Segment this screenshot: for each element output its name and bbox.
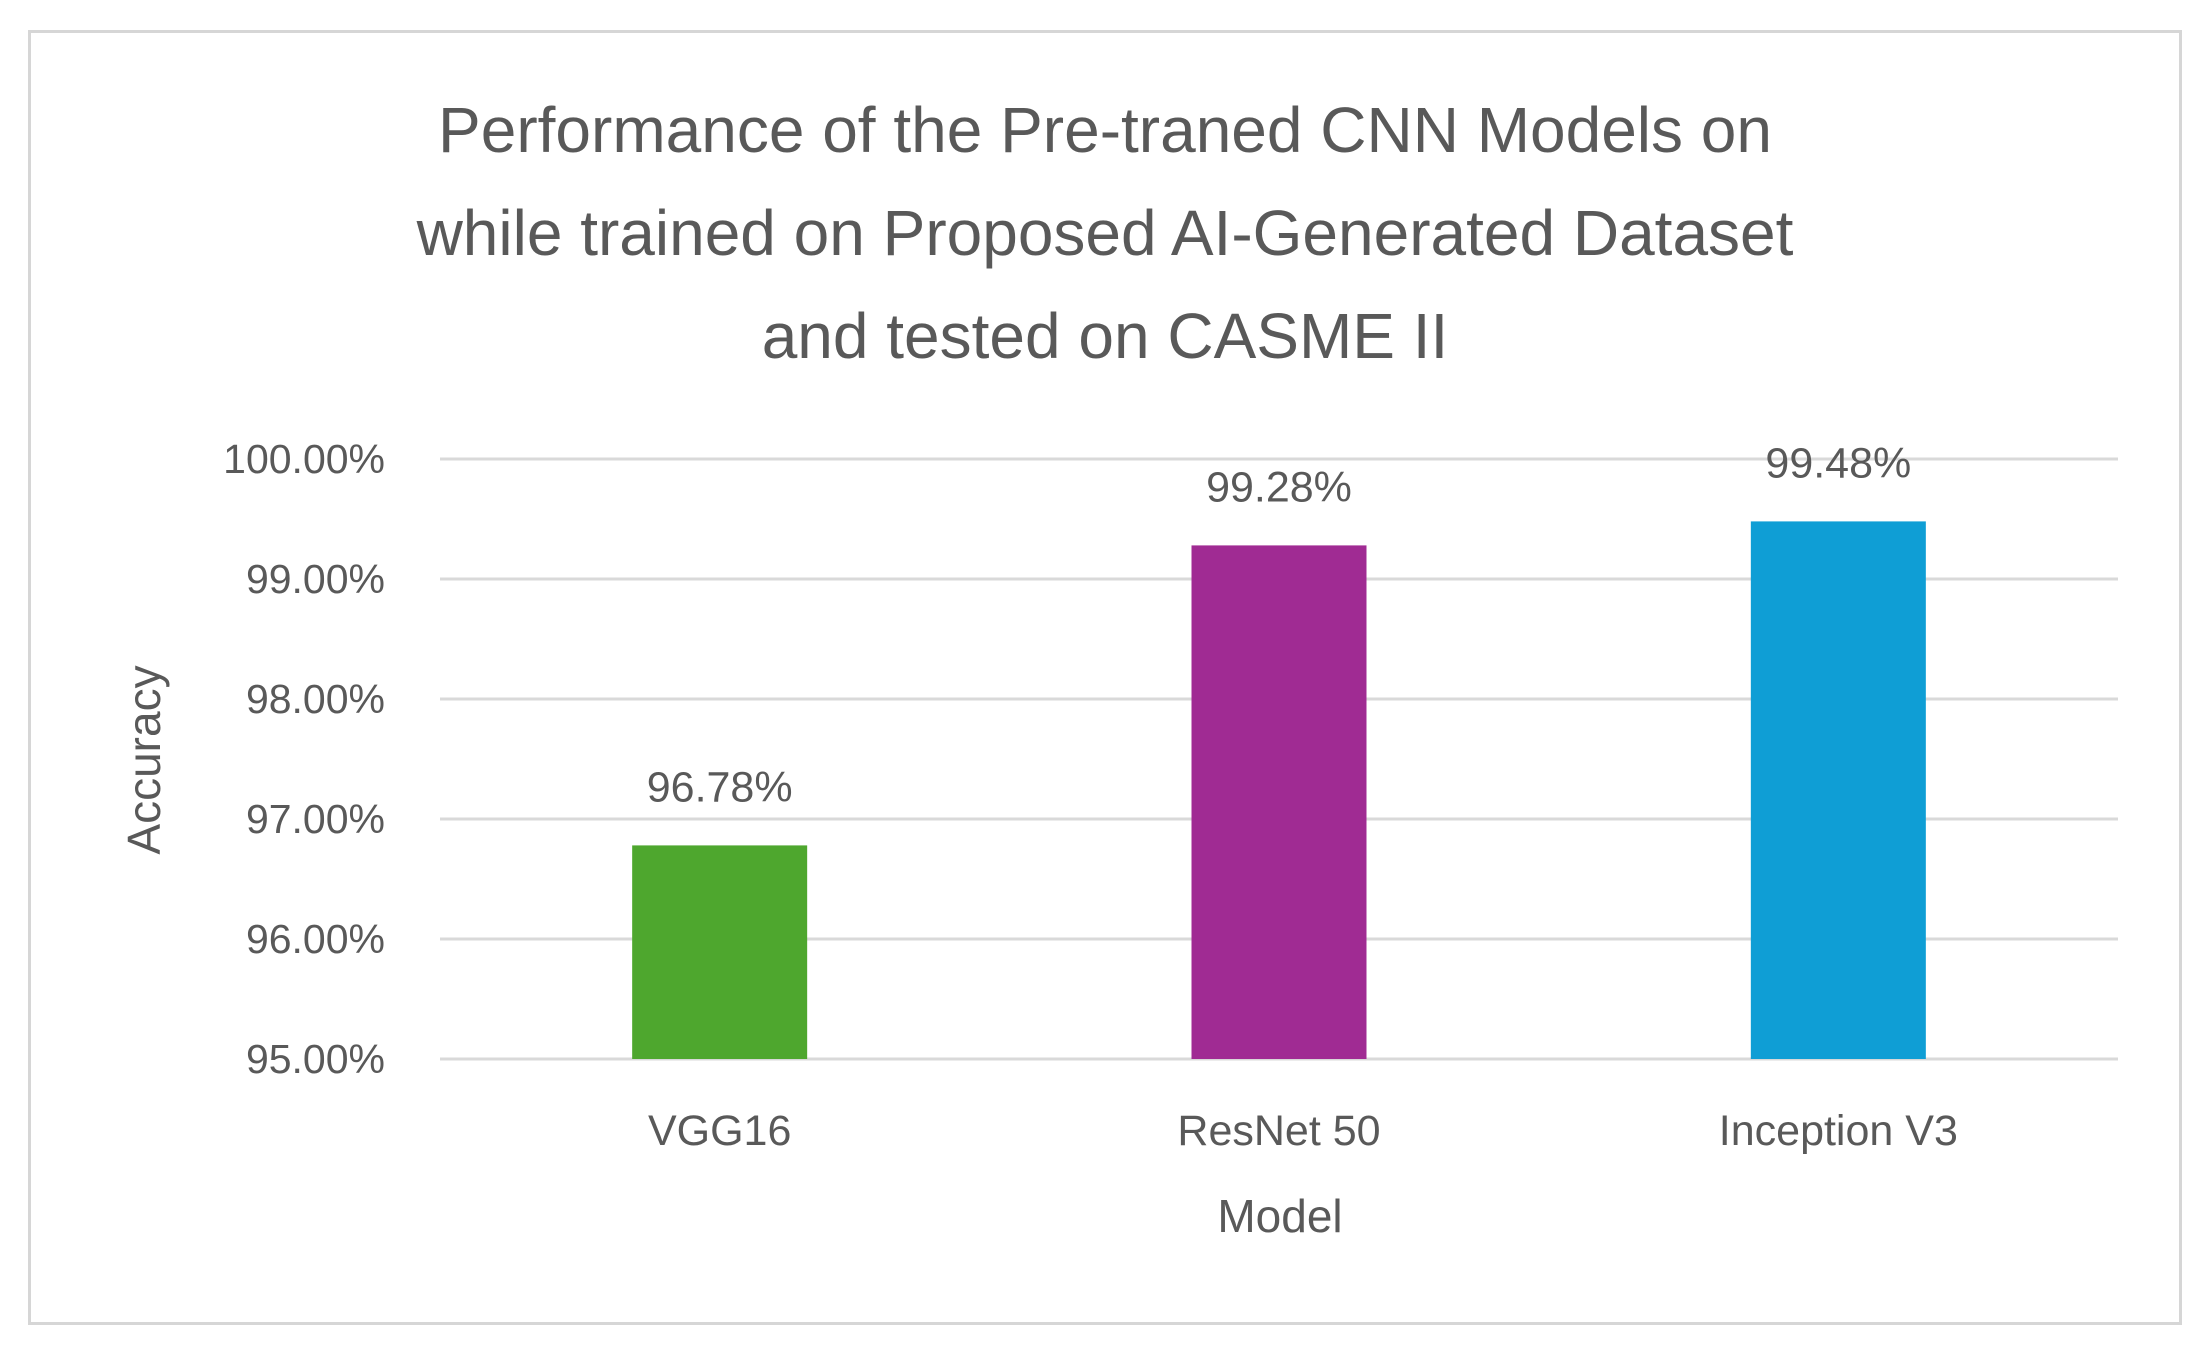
bar-inception-v3 [1750,521,1926,1059]
x-tick-label: ResNet 50 [1177,1107,1380,1155]
bar-resnet-50 [1191,545,1367,1059]
y-tick-label: 100.00% [223,436,385,482]
chart-title-line-3: and tested on CASME II [762,300,1449,372]
x-axis-title: Model [1217,1190,1342,1242]
chart-title-line-2: while trained on Proposed AI-Generated D… [416,197,1794,269]
y-tick-label: 99.00% [246,556,385,602]
bars [632,521,1926,1059]
data-label: 99.48% [1765,439,1911,487]
x-tick-label: VGG16 [648,1107,791,1155]
y-tick-label: 96.00% [246,916,385,962]
y-axis-tick-labels: 95.00% 96.00% 97.00% 98.00% 99.00% 100.00% [223,436,385,1082]
data-labels: 96.78% 99.28% 99.48% [647,439,1912,811]
y-tick-label: 95.00% [246,1036,385,1082]
x-axis-tick-labels: VGG16 ResNet 50 Inception V3 [648,1107,1958,1155]
data-label: 96.78% [647,763,793,811]
chart-title: Performance of the Pre-traned CNN Models… [416,94,1794,372]
data-label: 99.28% [1206,463,1352,511]
bar-vgg16 [632,845,808,1059]
chart-title-line-1: Performance of the Pre-traned CNN Models… [438,94,1772,166]
y-axis-title: Accuracy [118,665,170,854]
y-tick-label: 97.00% [246,796,385,842]
x-tick-label: Inception V3 [1719,1107,1958,1155]
y-tick-label: 98.00% [246,676,385,722]
